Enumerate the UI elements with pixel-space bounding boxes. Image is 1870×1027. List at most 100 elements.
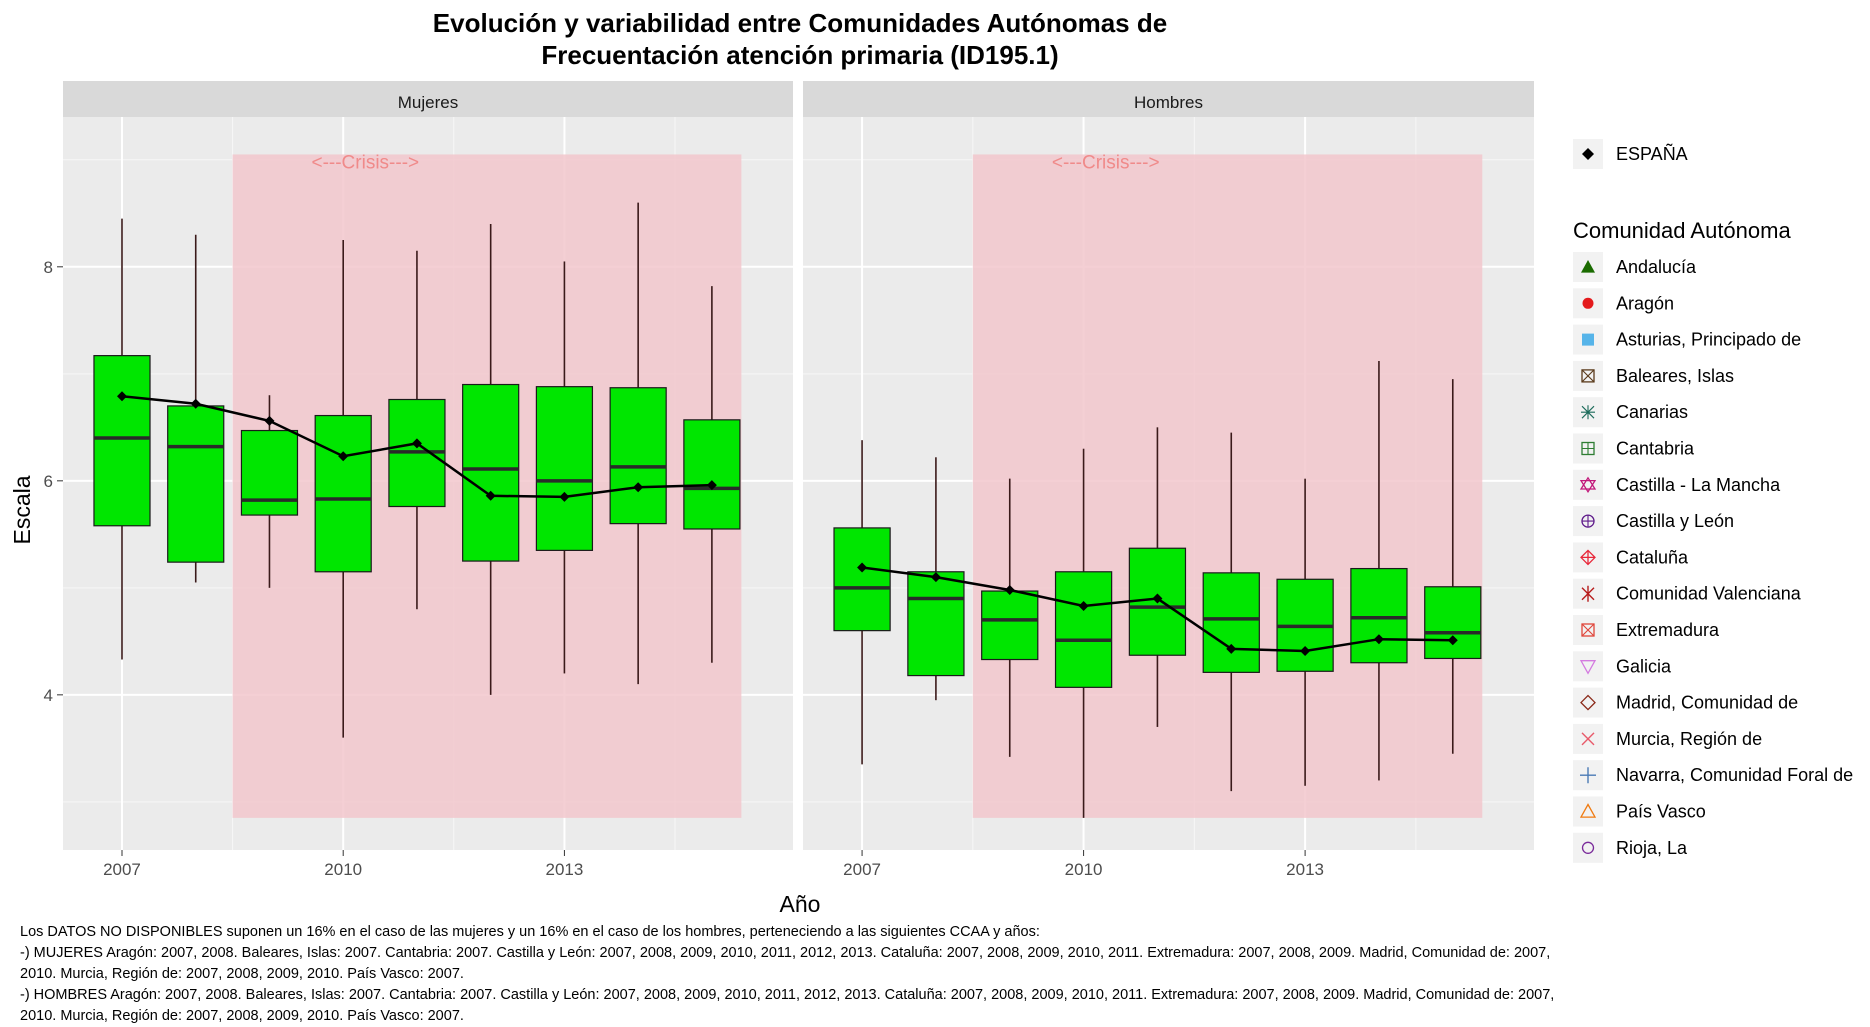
box [1202,572,1260,673]
espana-point [411,438,422,449]
box [1424,586,1482,660]
espana-point [857,562,868,573]
legend-entry-label: Rioja, La [1616,838,1688,858]
chart-title-line1: Evolución y variabilidad entre Comunidad… [433,8,1167,38]
box [1054,571,1113,688]
legend-entry-label: Madrid, Comunidad de [1616,693,1798,713]
legend-entry-label: Castilla - La Mancha [1616,475,1781,495]
chart-title-line2: Frecuentación atención primaria (ID195.1… [541,40,1058,70]
x-tick-label: 2007 [843,860,881,879]
y-tick-label: 4 [44,686,53,705]
legend-marker [1579,476,1597,494]
legend-marker [1582,515,1594,528]
legend-marker [1581,623,1595,637]
legend-marker [1582,297,1594,309]
x-tick-label: 2010 [1065,860,1103,879]
legend-marker [1582,442,1594,455]
espana-point [633,482,644,493]
legend-entry-label: Asturias, Principado de [1616,330,1801,350]
espana-point [485,490,496,501]
box [609,387,667,525]
box [981,590,1039,661]
espana-point [1078,601,1089,612]
legend-espana-label: ESPAÑA [1616,143,1688,164]
legend-entry-label: Murcia, Región de [1616,729,1762,749]
legend-marker [1581,369,1595,383]
legend-entry-label: Cantabria [1616,439,1695,459]
espana-point [190,398,201,409]
legend-entry-label: Castilla y León [1616,511,1734,531]
legend-entry-label: Extremadura [1616,620,1720,640]
legend-marker [1579,803,1597,818]
legend-marker [1581,369,1595,383]
x-tick-label: 2013 [1286,860,1324,879]
espana-point [1226,643,1237,654]
box [907,571,965,677]
legend-marker [1581,623,1595,637]
crisis-label: <---Crisis---> [311,152,419,173]
legend-key [1573,651,1603,682]
legend-key [1573,469,1603,500]
footnote-line-3: 2010. Murcia, Región de: 2007, 2008, 200… [20,966,464,982]
espana-point [706,480,717,491]
strip-background [803,81,1534,117]
box [683,419,741,530]
box [314,414,372,573]
espana-point [338,451,349,462]
crisis-label: <---Crisis---> [1052,152,1160,173]
legend-espana-marker [1582,148,1594,160]
legend-entries: Andalucía Aragón Asturias, Principado de Ba… [1573,252,1853,863]
x-tick-label: 2013 [546,860,584,879]
strip-label: Mujeres [398,93,458,112]
espana-point [1373,634,1384,645]
x-tick-label: 2010 [324,860,362,879]
box [833,527,891,632]
footnote-line-2: -) MUJERES Aragón: 2007, 2008. Baleares,… [20,945,1551,961]
legend-entry-label: Navarra, Comunidad Foral de [1616,765,1853,785]
legend-marker [1580,767,1596,784]
legend-entry-label: Comunidad Valenciana [1616,584,1802,604]
legend-title: Comunidad Autónoma [1573,218,1791,243]
legend-marker [1581,585,1595,602]
box [1350,567,1408,664]
espana-point [116,391,127,402]
legend-entry-label: Cataluña [1616,547,1689,567]
espana-point [930,572,941,583]
footnote-line-5: 2010. Murcia, Región de: 2007, 2008, 200… [20,1008,464,1024]
espana-point [1447,635,1458,646]
box [462,383,520,562]
legend-key [1573,832,1603,863]
espana-point [264,415,275,426]
legend-marker [1582,333,1594,346]
legend-entry-label: Aragón [1616,293,1674,313]
crisis-band [972,154,1483,818]
legend-marker [1580,694,1596,711]
footnote-line-4: -) HOMBRES Aragón: 2007, 2008. Baleares,… [20,987,1555,1003]
legend-marker [1580,549,1596,566]
legend-entry-label: País Vasco [1616,802,1706,822]
y-tick-label: 8 [44,258,53,277]
legend: ESPAÑA Comunidad Autónoma Andalucía Aragó… [1573,139,1853,863]
panel-mujeres: Mujeres <---Crisis---> 2007 2010 2013 4 6 8 [44,81,793,879]
strip-background [63,81,793,117]
legend-key [1573,796,1603,827]
box [167,405,225,563]
box [535,386,594,551]
legend-marker [1581,260,1595,273]
chart: Evolución y variabilidad entre Comunidad… [9,8,1853,917]
espana-point [1152,593,1163,604]
box [240,429,299,516]
y-tick-label: 6 [44,472,53,491]
legend-marker [1581,732,1595,746]
legend-entry-label: Baleares, Islas [1616,366,1734,386]
legend-marker [1581,405,1595,420]
legend-marker [1579,660,1597,675]
panel-hombres: Hombres <---Crisis---> 2007 2010 2013 [803,81,1534,879]
espana-point [1300,645,1311,656]
legend-entry-label: Andalucía [1616,257,1697,277]
espana-point [1004,584,1015,595]
legend-key [1573,687,1603,718]
y-axis-label: Escala [9,475,35,544]
espana-point [559,491,570,502]
legend-marker [1581,841,1595,854]
